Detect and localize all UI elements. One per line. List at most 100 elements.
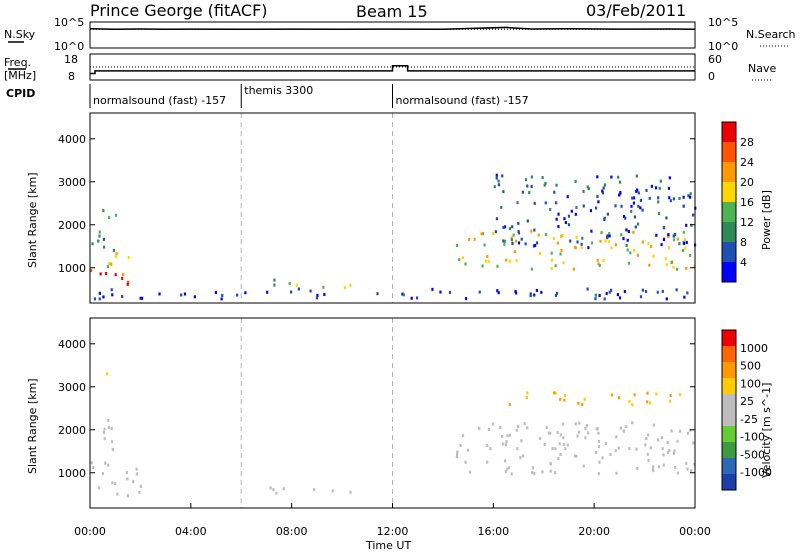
rti-cell [566,195,569,199]
rti-cell [537,233,540,237]
rti-cell [531,466,535,470]
nsky-label: N.Sky [4,28,36,41]
rti-cell [610,288,613,292]
rti-cell [515,428,518,432]
rti-cell [502,442,505,446]
rti-cell [125,471,129,475]
rti-cell [676,471,680,475]
rti-cell [661,447,664,451]
rti-cell [644,443,647,447]
rti-cell [656,438,660,442]
rti-cell [632,196,636,200]
rti-cell [567,223,571,227]
power-cbar-tick: 28 [740,136,754,149]
power-colorbar: 28 24 20 16 12 8 4 [721,121,754,283]
vel-cbar-swatch [722,410,736,426]
rti-cell [492,231,495,235]
rti-cell [637,204,640,208]
rti-cell [272,488,275,492]
rti-cell [556,431,559,435]
rti-cell [493,185,496,189]
rti-cell [520,439,523,443]
rti-cell [574,212,577,216]
rti-cell [523,422,526,426]
rti-cell [468,470,472,474]
rti-cell [665,297,668,301]
ytick-label-0: 1000 [58,262,86,275]
rti-cell [639,295,643,299]
rti-cell [530,229,533,233]
rti-cell [526,391,529,395]
rti-cell [135,467,138,471]
rti-cell [275,491,278,495]
xtick-label-2: 08:00 [276,525,308,538]
velocity-ylabel: Slant Range [km] [26,378,39,474]
rti-cell [633,215,637,219]
rti-cell [562,443,566,447]
rti-cell [121,294,124,298]
rti-cell [576,434,579,438]
rti-cell [158,292,161,296]
ytick-label-0: 1000 [58,467,86,480]
rti-cell [627,261,631,265]
nave-tick-top: 60 [708,53,722,66]
rti-cell [503,225,507,229]
rti-cell [662,238,666,242]
rti-cell [102,209,105,213]
rti-cell [615,471,618,475]
rti-cell [519,456,522,460]
rti-cell [402,293,405,297]
rti-cell [596,195,599,199]
rti-cell [580,242,583,246]
rti-cell [139,296,142,300]
rti-cell [597,472,601,476]
rti-cell [481,264,484,268]
vel-cbar-tick: 100 [740,377,761,390]
rti-cell [528,191,531,195]
rti-cell [106,372,109,376]
rti-cell [603,297,606,301]
rti-cell [633,248,636,252]
rti-cell [543,183,546,187]
rti-cell [634,225,637,229]
velocity-yticks: 1000 2000 3000 4000 [58,338,695,480]
rti-cell [655,392,658,396]
rti-cell [685,223,688,227]
rti-cell [590,229,593,233]
rti-cell [309,289,312,293]
rti-cell [554,471,557,475]
rti-cell [455,452,459,456]
rti-cell [547,431,550,435]
power-cbar-swatch [722,242,736,262]
rti-cell [614,449,617,453]
rti-cell [657,212,661,216]
rti-cell [506,467,509,471]
rti-cell [533,293,536,297]
rti-cell [587,187,590,191]
rti-cell [108,261,111,265]
rti-cell [614,204,617,208]
rti-cell [652,254,655,258]
rti-cell [103,427,106,431]
rti-cell [655,233,658,237]
vel-cbar-frame [721,329,737,491]
rti-cell [614,243,618,247]
rti-cell [544,201,547,205]
rti-cell [665,216,668,220]
rti-cell [625,243,628,247]
rti-cell [139,484,142,488]
rti-cell [647,433,650,437]
rti-cell [461,256,464,260]
cpid-row: normalsound (fast) -157 themis 3300 normal… [89,84,529,108]
rti-cell [585,424,588,428]
rti-cell [689,195,692,199]
rti-cell [685,266,688,270]
rti-cell [667,186,671,190]
rti-cell [575,235,578,239]
rti-cell [295,283,298,287]
rti-cell [559,452,562,456]
rti-cell [557,225,560,229]
rti-cell [576,240,579,244]
rti-cell [689,192,692,196]
rti-cell [116,492,119,496]
